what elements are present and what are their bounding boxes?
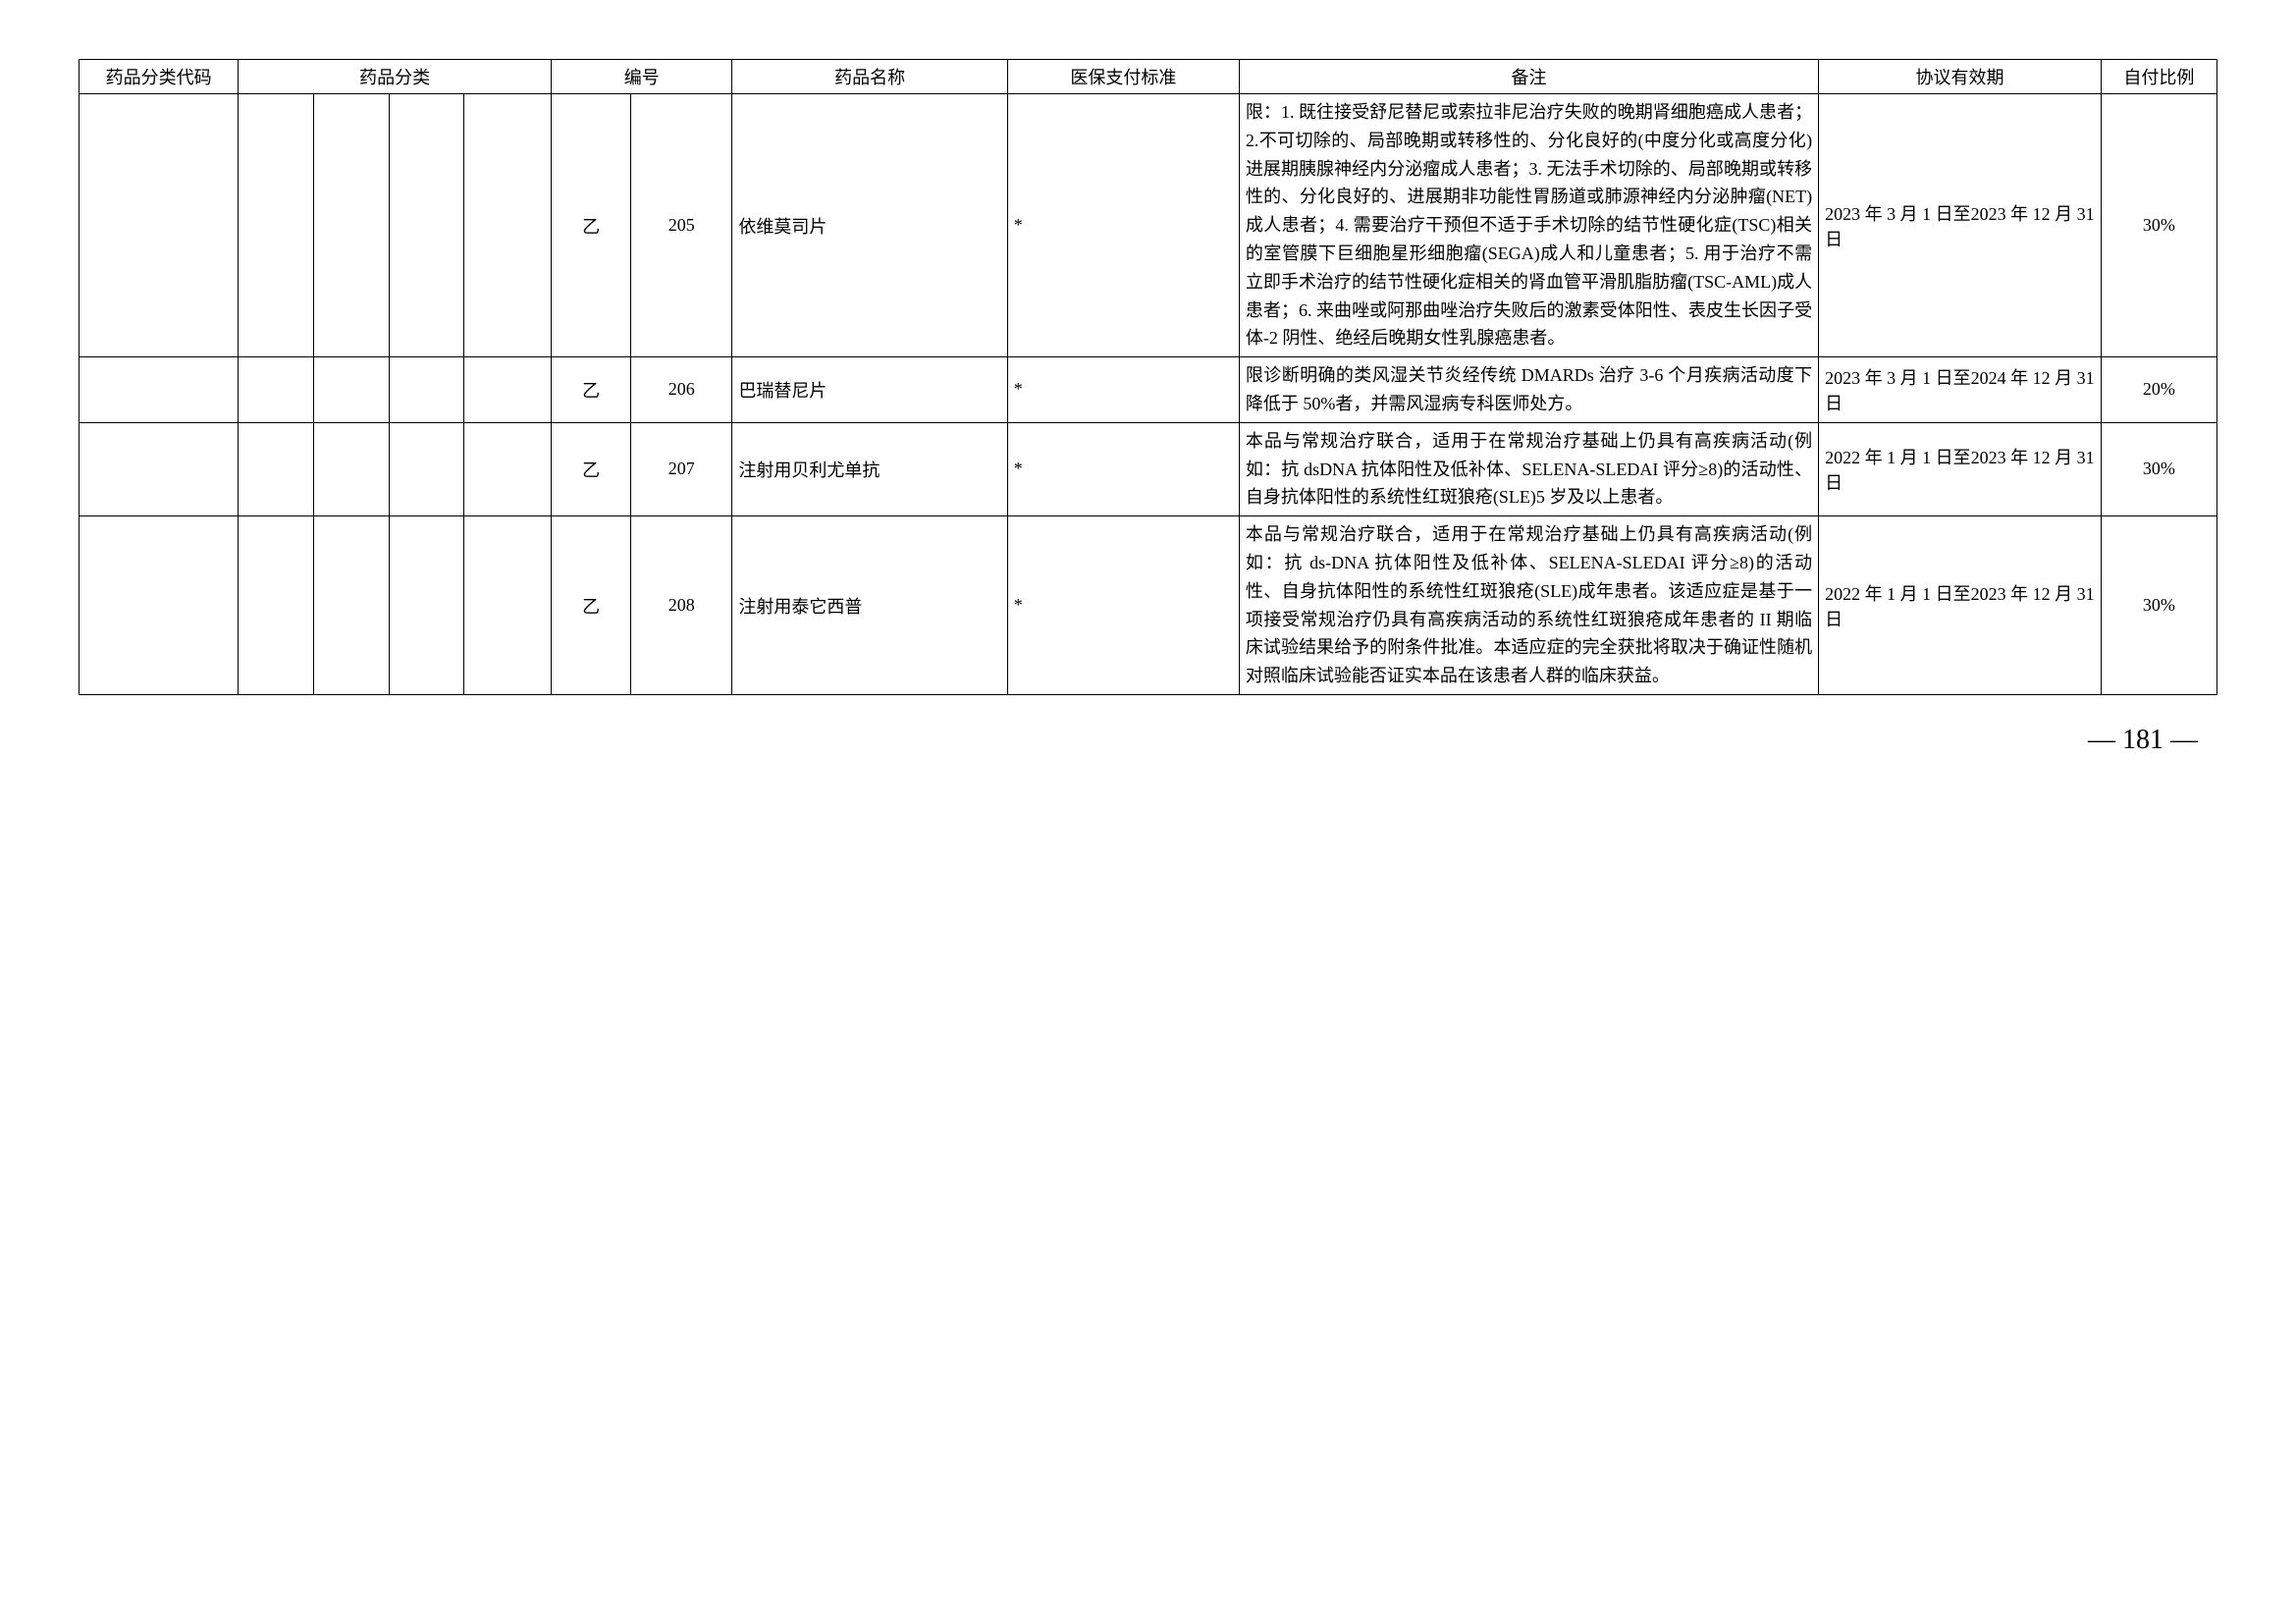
header-category: 药品分类: [239, 60, 552, 94]
cell-cat: [314, 516, 390, 695]
cell-cat: [464, 94, 552, 357]
cell-num: 206: [631, 357, 732, 423]
cell-ratio: 20%: [2101, 357, 2216, 423]
header-std: 医保支付标准: [1007, 60, 1239, 94]
header-num: 编号: [552, 60, 732, 94]
cell-num: 208: [631, 516, 732, 695]
cell-ratio: 30%: [2101, 516, 2216, 695]
cell-code: [80, 94, 239, 357]
cell-period: 2023 年 3 月 1 日至2024 年 12 月 31 日: [1819, 357, 2102, 423]
cell-note: 限：1. 既往接受舒尼替尼或索拉非尼治疗失败的晚期肾细胞癌成人患者；2.不可切除…: [1239, 94, 1818, 357]
cell-period: 2023 年 3 月 1 日至2023 年 12 月 31 日: [1819, 94, 2102, 357]
cell-std: *: [1007, 422, 1239, 515]
drug-table: 药品分类代码 药品分类 编号 药品名称 医保支付标准 备注 协议有效期 自付比例…: [79, 59, 2217, 695]
cell-cat: [389, 422, 464, 515]
table-row: 乙 205 依维莫司片 * 限：1. 既往接受舒尼替尼或索拉非尼治疗失败的晚期肾…: [80, 94, 2217, 357]
cell-grade: 乙: [552, 94, 631, 357]
cell-cat: [239, 516, 314, 695]
cell-cat: [314, 422, 390, 515]
cell-name: 注射用贝利尤单抗: [732, 422, 1007, 515]
cell-cat: [239, 422, 314, 515]
cell-note: 本品与常规治疗联合，适用于在常规治疗基础上仍具有高疾病活动(例如：抗 ds-DN…: [1239, 516, 1818, 695]
cell-note: 限诊断明确的类风湿关节炎经传统 DMARDs 治疗 3-6 个月疾病活动度下降低…: [1239, 357, 1818, 423]
cell-cat: [464, 516, 552, 695]
header-note: 备注: [1239, 60, 1818, 94]
cell-cat: [314, 94, 390, 357]
table-row: 乙 208 注射用泰它西普 * 本品与常规治疗联合，适用于在常规治疗基础上仍具有…: [80, 516, 2217, 695]
cell-code: [80, 357, 239, 423]
cell-grade: 乙: [552, 516, 631, 695]
cell-cat: [389, 94, 464, 357]
header-period: 协议有效期: [1819, 60, 2102, 94]
cell-cat: [389, 516, 464, 695]
cell-name: 巴瑞替尼片: [732, 357, 1007, 423]
cell-period: 2022 年 1 月 1 日至2023 年 12 月 31 日: [1819, 422, 2102, 515]
cell-std: *: [1007, 357, 1239, 423]
cell-std: *: [1007, 516, 1239, 695]
cell-ratio: 30%: [2101, 94, 2216, 357]
cell-code: [80, 422, 239, 515]
table-header-row: 药品分类代码 药品分类 编号 药品名称 医保支付标准 备注 协议有效期 自付比例: [80, 60, 2217, 94]
cell-name: 注射用泰它西普: [732, 516, 1007, 695]
cell-cat: [239, 357, 314, 423]
header-ratio: 自付比例: [2101, 60, 2216, 94]
cell-cat: [389, 357, 464, 423]
cell-period: 2022 年 1 月 1 日至2023 年 12 月 31 日: [1819, 516, 2102, 695]
cell-cat: [464, 357, 552, 423]
header-name: 药品名称: [732, 60, 1007, 94]
cell-std: *: [1007, 94, 1239, 357]
cell-cat: [239, 94, 314, 357]
cell-cat: [314, 357, 390, 423]
cell-name: 依维莫司片: [732, 94, 1007, 357]
cell-ratio: 30%: [2101, 422, 2216, 515]
table-row: 乙 207 注射用贝利尤单抗 * 本品与常规治疗联合，适用于在常规治疗基础上仍具…: [80, 422, 2217, 515]
header-code: 药品分类代码: [80, 60, 239, 94]
cell-code: [80, 516, 239, 695]
cell-num: 207: [631, 422, 732, 515]
table-row: 乙 206 巴瑞替尼片 * 限诊断明确的类风湿关节炎经传统 DMARDs 治疗 …: [80, 357, 2217, 423]
cell-cat: [464, 422, 552, 515]
cell-note: 本品与常规治疗联合，适用于在常规治疗基础上仍具有高疾病活动(例如：抗 dsDNA…: [1239, 422, 1818, 515]
cell-grade: 乙: [552, 357, 631, 423]
page-number: — 181 —: [79, 725, 2217, 756]
cell-num: 205: [631, 94, 732, 357]
cell-grade: 乙: [552, 422, 631, 515]
